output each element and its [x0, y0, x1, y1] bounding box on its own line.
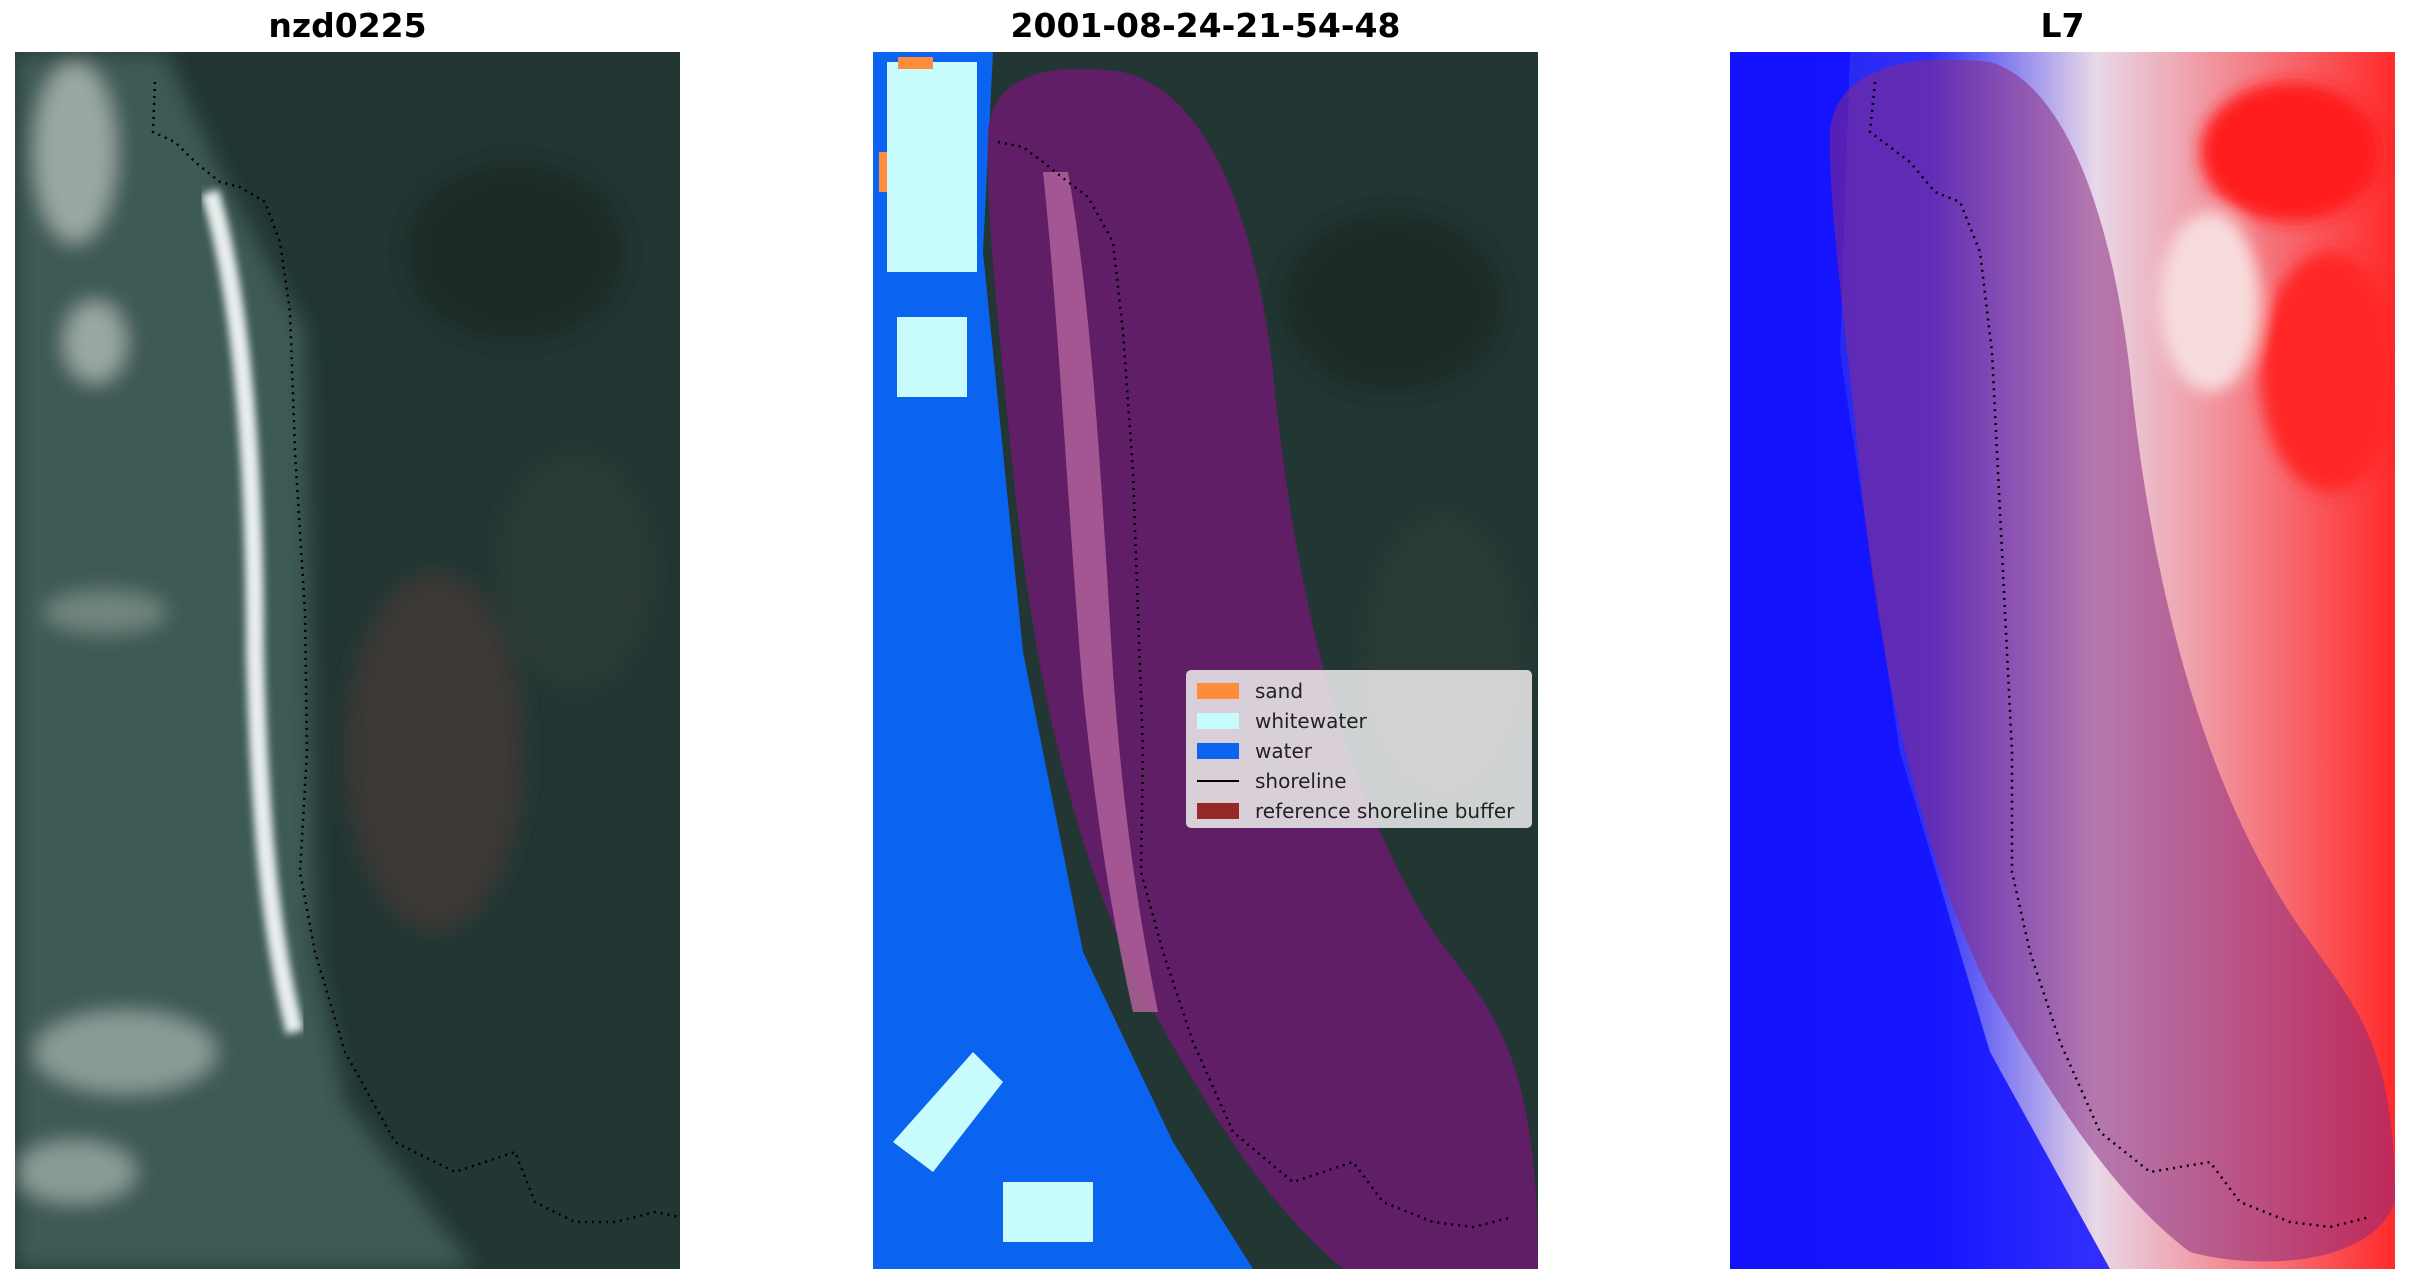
reference-shoreline-buffer: [1829, 59, 2395, 1262]
panel-title-index: L7: [2040, 6, 2085, 45]
legend-item-shoreline: shoreline: [1197, 769, 1347, 793]
legend-item-sand: sand: [1197, 679, 1303, 703]
whitewater-swatch: [1197, 713, 1239, 729]
ocean-area: [15, 52, 475, 1269]
classified-image-canvas: [873, 52, 1538, 1269]
whitewater-class: [893, 1052, 1003, 1172]
buffer-swatch: [1197, 803, 1239, 819]
legend-label: whitewater: [1255, 709, 1367, 733]
sand-swatch: [1197, 683, 1239, 699]
reference-shoreline-buffer: [987, 68, 1538, 1269]
legend-item-whitewater: whitewater: [1197, 709, 1367, 733]
shoreline-line-swatch: [1197, 780, 1239, 782]
legend-item-buffer: reference shoreline buffer: [1197, 799, 1514, 823]
legend-label: sand: [1255, 679, 1304, 703]
negative-index-area: [1730, 52, 2110, 1269]
legend-label: water: [1255, 739, 1312, 763]
whitewater-class: [887, 62, 977, 272]
classified-image: [873, 52, 1538, 1269]
water-swatch: [1197, 743, 1239, 759]
panel-title-classified: 2001-08-24-21-54-48: [1010, 6, 1401, 45]
panel-title-rgb: nzd0225: [268, 6, 427, 45]
whitewater-class: [897, 317, 967, 397]
sand-class: [879, 152, 887, 192]
sand-class: [898, 57, 933, 69]
legend-label: reference shoreline buffer: [1255, 799, 1515, 823]
index-image-canvas: [1730, 52, 2395, 1269]
whitewater-class: [1003, 1182, 1093, 1242]
water-class: [873, 52, 1253, 1269]
rgb-satellite-image: [15, 52, 680, 1269]
legend: sand whitewater water shoreline referenc…: [1186, 670, 1532, 828]
sand-in-buffer: [1043, 172, 1158, 1012]
legend-item-water: water: [1197, 739, 1312, 763]
surf-line: [201, 189, 304, 1035]
rgb-image-canvas: [15, 52, 680, 1269]
shoreline-trace: [1868, 81, 2371, 1229]
index-image: [1730, 52, 2395, 1269]
legend-label: shoreline: [1255, 769, 1347, 793]
